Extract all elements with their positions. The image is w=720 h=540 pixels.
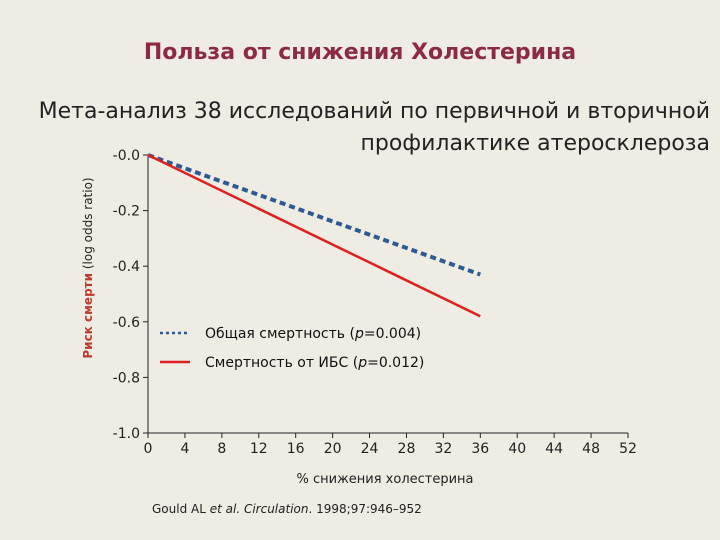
- x-tick-label: 36: [471, 441, 489, 457]
- series-line-chd-mortality: [147, 153, 481, 318]
- legend-label: Смертность от ИБС (p=0.012): [205, 355, 424, 371]
- x-tick-label: 16: [287, 441, 305, 457]
- x-tick-label: 20: [324, 441, 342, 457]
- x-tick-label: 40: [508, 441, 526, 457]
- x-tick-label: 4: [180, 441, 189, 457]
- x-tick-label: 52: [619, 441, 637, 457]
- source-author: Gould AL: [152, 502, 210, 516]
- x-tick-label: 28: [398, 441, 416, 457]
- x-tick-label: 24: [361, 441, 379, 457]
- source-citation: Gould AL et al. Circulation. 1998;97:946…: [152, 502, 422, 516]
- legend-label: Общая смертность (p=0.004): [205, 326, 421, 342]
- x-tick-label: 8: [217, 441, 226, 457]
- x-axis-label: % снижения холестерина: [296, 472, 474, 487]
- x-tick-label: 12: [250, 441, 268, 457]
- x-tick-label: 0: [144, 441, 153, 457]
- slide-title: Польза от снижения Холестерина: [143, 40, 577, 65]
- y-tick-label: -0.4: [113, 259, 140, 275]
- slide-subtitle: Мета-анализ 38 исследований по первичной…: [38, 99, 710, 156]
- source-journal: et al. Circulation: [209, 502, 309, 516]
- y-tick-label: -0.6: [113, 315, 140, 331]
- y-tick-label: -0.0: [113, 148, 140, 164]
- x-tick-label: 32: [434, 441, 452, 457]
- y-tick-label: -1.0: [113, 426, 140, 442]
- x-tick-label: 44: [545, 441, 563, 457]
- source-details: . 1998;97:946–952: [308, 502, 422, 516]
- series-line-total-mortality: [147, 153, 481, 277]
- y-tick-label: -0.2: [113, 204, 140, 220]
- x-tick-label: 48: [582, 441, 600, 457]
- y-tick-label: -0.8: [113, 370, 140, 386]
